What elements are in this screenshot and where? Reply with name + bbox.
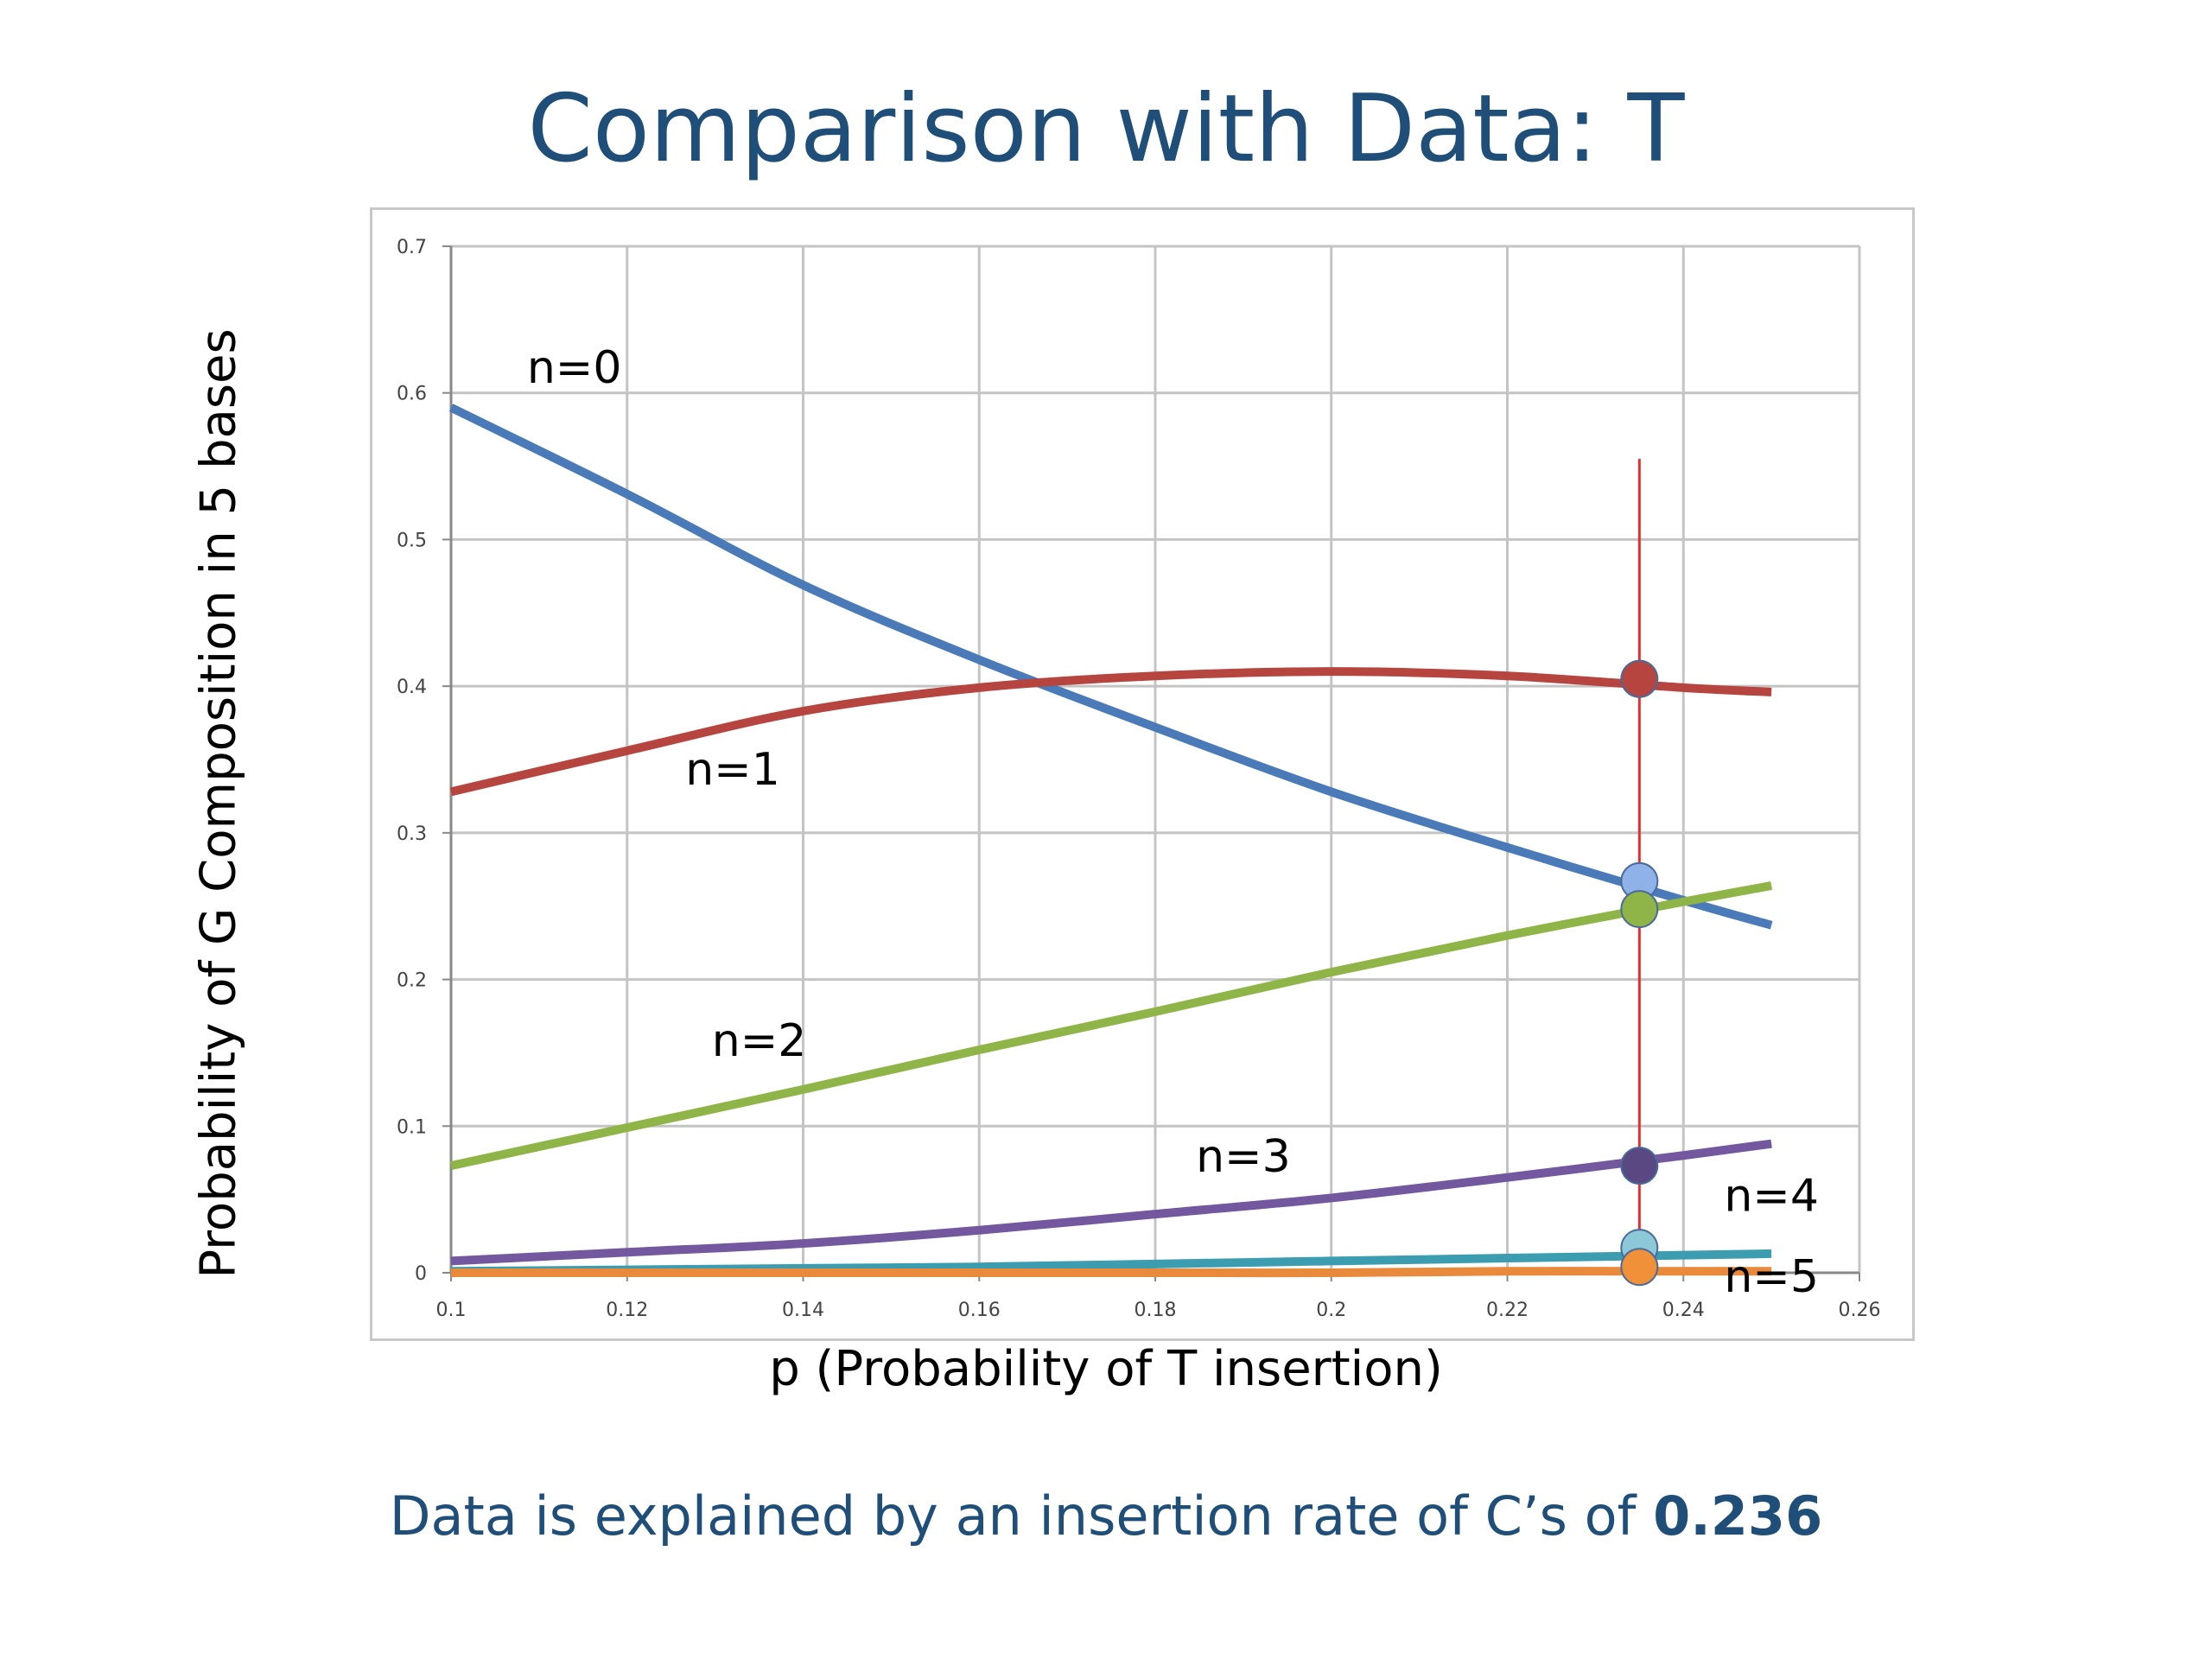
y-tick-label: 0.1 [397,1116,427,1138]
series-line-n3 [450,1139,1772,1266]
x-tick-label: 0.16 [958,1300,1001,1321]
series-lines [448,404,1773,1278]
x-tick-label: 0.2 [1316,1300,1346,1321]
series-line-n0 [448,404,1773,930]
y-axis-label: Probability of G Composition in 5 bases [190,328,247,1279]
y-tick-label: 0.2 [397,970,427,992]
y-tick-label: 0.7 [397,237,427,258]
y-tick-labels: 0 0.1 0.2 0.3 0.4 0.5 0.6 0.7 [397,237,427,1285]
y-tick-label: 0.5 [397,530,427,551]
x-tick-label: 0.14 [782,1300,824,1321]
data-markers [1620,459,1659,1287]
series-labels: n=0 n=1 n=2 n=3 n=4 n=5 [527,342,1819,1303]
series-line-n2 [449,881,1773,1170]
series-line-n5 [450,1267,1772,1278]
x-tick-label: 0.22 [1486,1300,1529,1321]
series-label-n0: n=0 [527,342,622,394]
x-tick-label: 0.12 [606,1300,648,1321]
series-label-n3: n=3 [1196,1131,1291,1183]
y-tick-label: 0.3 [397,823,427,845]
series-label-n2: n=2 [712,1015,807,1067]
line-chart: 0.1 0.12 0.14 0.16 0.18 0.2 0.22 0.24 0.26 00.10… [397,237,1881,1321]
conclusion-sentence: Data is explained by an insertion rate o… [389,1484,1654,1548]
conclusion-text: Data is explained by an insertion rate o… [0,1484,2212,1548]
chart-frame: 0.1 0.12 0.14 0.16 0.18 0.2 0.22 0.24 0.26 0 0.1 0… [370,207,1915,1341]
conclusion-value: 0.236 [1653,1484,1823,1548]
grid-lines [451,245,1861,1273]
series-line-n1 [449,667,1772,797]
x-tick-label: 0.26 [1839,1300,1881,1321]
x-tick-labels: 0.1 0.12 0.14 0.16 0.18 0.2 0.22 0.24 0.26 [436,1300,1881,1321]
data-point-marker [1620,1147,1659,1185]
y-tick-label: 0.6 [397,384,427,405]
x-tick-label: 0.1 [436,1300,467,1321]
slide-title: Comparison with Data: T [527,75,1685,183]
series-label-n1: n=1 [685,744,780,796]
data-point-marker [1620,890,1659,929]
y-tick-label: 0.4 [397,677,427,698]
y-tick-label: 0 [415,1263,427,1285]
x-tick-label: 0.24 [1662,1300,1705,1321]
x-axis-label: p (Probability of T insertion) [769,1341,1443,1397]
series-label-n4: n=4 [1724,1171,1819,1223]
series-label-n5: n=5 [1724,1251,1819,1303]
data-point-marker [1620,659,1659,698]
data-point-marker [1620,1248,1659,1287]
x-tick-label: 0.18 [1135,1300,1177,1321]
